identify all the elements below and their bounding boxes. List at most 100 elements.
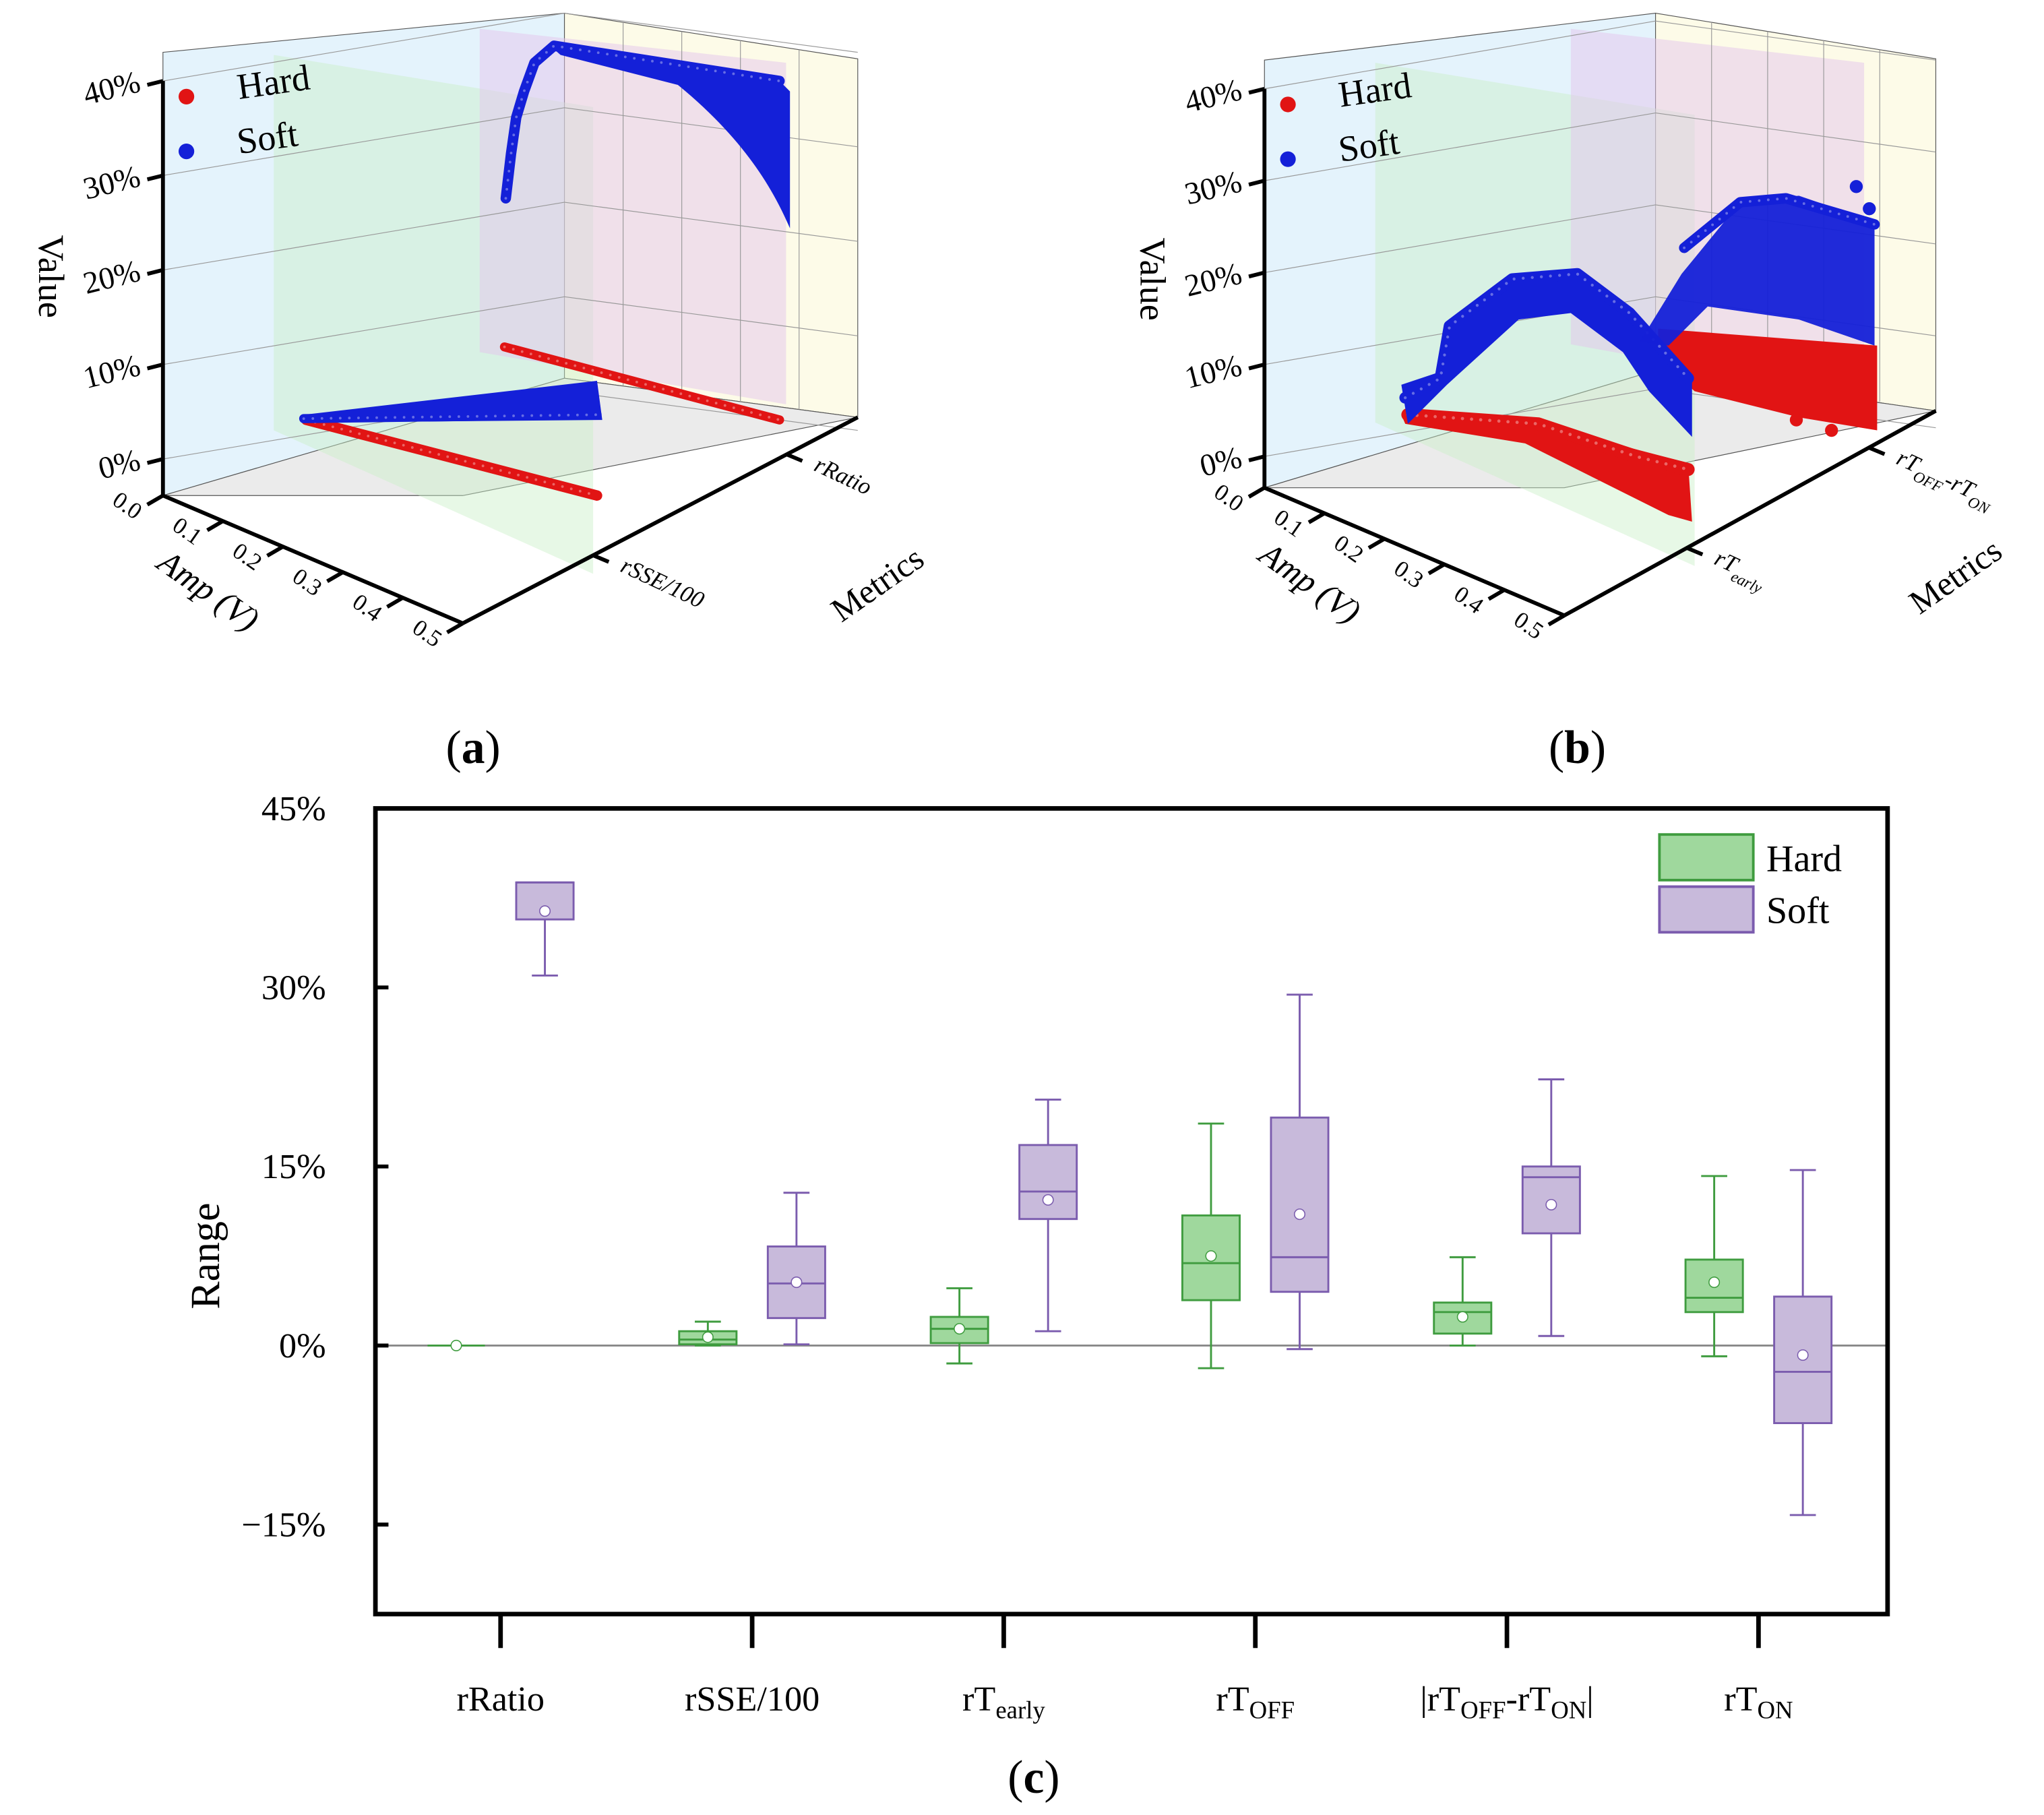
soft-rsse-edge-highlight <box>302 413 598 421</box>
box-hard-1 <box>678 1320 738 1347</box>
soft-rtearly-edge-highlight <box>1404 272 1690 400</box>
amp-tick <box>266 545 284 558</box>
metrics-axis <box>1563 408 1937 617</box>
value-tick <box>146 268 164 276</box>
box-hard-3 <box>1181 1122 1241 1370</box>
metric-tick <box>592 553 610 564</box>
subscript: ON <box>1551 1696 1586 1724</box>
hard-rratio-samples <box>499 342 784 425</box>
value-tick <box>146 173 164 182</box>
soft-outlier-point <box>1849 180 1863 193</box>
gridline <box>1264 20 1656 90</box>
legend-marker-hard <box>1280 96 1296 113</box>
soft-rtoffon-edge-highlight <box>1683 197 1876 249</box>
box-soft-0 <box>515 881 575 977</box>
value-tick-label: 10% <box>1181 348 1245 396</box>
hard-rtoffon-samples <box>1658 328 1878 431</box>
metrics-axis <box>462 415 859 625</box>
box-soft-5 <box>1773 1169 1833 1516</box>
amp-tick <box>1547 613 1566 627</box>
panel-label-a: (a) <box>446 722 501 774</box>
x-tick-label: |rTOFF-rTON| <box>1420 1680 1593 1724</box>
gridline <box>564 202 858 242</box>
y-tick-label: 0% <box>279 1326 326 1365</box>
box-hard-0 <box>427 1339 485 1351</box>
amp-tick <box>326 570 344 584</box>
amp-tick <box>1487 588 1506 601</box>
hard-rtearly-samples <box>1401 414 1692 522</box>
label-part: rRatio <box>457 1680 545 1719</box>
gridline <box>564 296 858 336</box>
amp-tick <box>1427 562 1446 576</box>
subscript: early <box>995 1696 1045 1724</box>
label-part: rT <box>1724 1680 1757 1719</box>
value-tick <box>1248 454 1265 462</box>
gridline <box>162 12 565 82</box>
legend-label-hard: Hard <box>1336 65 1414 115</box>
label-part: rT <box>1216 1680 1249 1719</box>
legend-swatch-hard <box>1658 833 1755 882</box>
subscript: early <box>1728 568 1765 598</box>
subscript: OFF <box>1910 468 1946 497</box>
mean-marker <box>1205 1250 1217 1262</box>
soft-rratio-edge-highlight <box>504 44 781 200</box>
gridline <box>564 107 858 148</box>
amp-tick <box>386 596 404 609</box>
mean-marker <box>1797 1349 1809 1361</box>
soft-rsse-edge <box>299 410 602 423</box>
amp-tick-label: 0.2 <box>1330 530 1369 568</box>
mean-marker <box>1545 1198 1557 1210</box>
panel-label-b: (b) <box>1549 722 1606 774</box>
hard-rtearly-edge <box>1401 408 1695 476</box>
label-part: rSSE/100 <box>685 1680 819 1719</box>
gridline <box>162 202 565 271</box>
y-tick-label: −15% <box>241 1505 326 1544</box>
gridline <box>1264 112 1656 181</box>
amp-tick <box>206 519 224 532</box>
label-part: rT <box>962 1680 995 1719</box>
amp-tick-label: 0.0 <box>108 487 147 525</box>
amp-tick <box>1307 512 1326 524</box>
value-tick-label: 10% <box>80 348 144 396</box>
value-tick-label: 40% <box>1181 73 1245 120</box>
soft-rratio-edge <box>500 40 785 204</box>
value-tick <box>146 79 164 87</box>
value-tick-label: 0% <box>1196 440 1245 483</box>
legend-label-soft: Soft <box>1766 890 1830 932</box>
metrics-axis-title: Metrics <box>824 539 931 629</box>
label-part: |rT <box>1420 1680 1460 1719</box>
x-tick-label: rTOFF <box>1216 1680 1295 1724</box>
hard-rssesamples <box>301 414 602 501</box>
value-tick-label: 0% <box>95 443 144 486</box>
mean-marker <box>702 1331 714 1343</box>
amp-tick-label: 0.3 <box>288 563 327 601</box>
amp-axis <box>162 493 464 625</box>
mean-marker <box>1293 1208 1306 1221</box>
x-tick-label: rTearly <box>962 1680 1045 1724</box>
metric-tick <box>786 452 803 463</box>
box-soft-2 <box>1018 1099 1078 1332</box>
gridline <box>1264 204 1656 274</box>
metric-tick <box>1868 445 1886 456</box>
box-soft-4 <box>1521 1078 1581 1337</box>
metric-tick-label: rSSE/100 <box>617 552 708 613</box>
label-part: | <box>1586 1680 1593 1719</box>
x-tick-label: rTON <box>1724 1680 1793 1724</box>
value-tick-label: 40% <box>80 65 144 112</box>
amp-tick-label: 0.5 <box>1509 606 1548 644</box>
panel-label-c: (c) <box>1008 1752 1059 1804</box>
mean-marker <box>539 905 551 917</box>
subscript: ON <box>1757 1696 1793 1724</box>
gridline <box>162 107 565 176</box>
y-tick-label: 30% <box>261 968 326 1008</box>
value-tick <box>1248 363 1265 371</box>
panel-b-3d-scatter: 0%10%20%30%40%0.00.10.20.30.40.5rTearlyr… <box>1133 12 2008 644</box>
hard-rtearly-edge-highlight <box>1406 412 1690 471</box>
mean-marker <box>1042 1194 1054 1206</box>
value-axis-title: Value <box>31 235 71 318</box>
value-axis-title: Value <box>1133 238 1173 321</box>
panel-letter-b: b <box>1564 722 1590 774</box>
y-axis-title: Range <box>183 1203 228 1310</box>
soft-rtoffon-edge <box>1679 193 1880 253</box>
label-part: -rT <box>1506 1680 1551 1719</box>
